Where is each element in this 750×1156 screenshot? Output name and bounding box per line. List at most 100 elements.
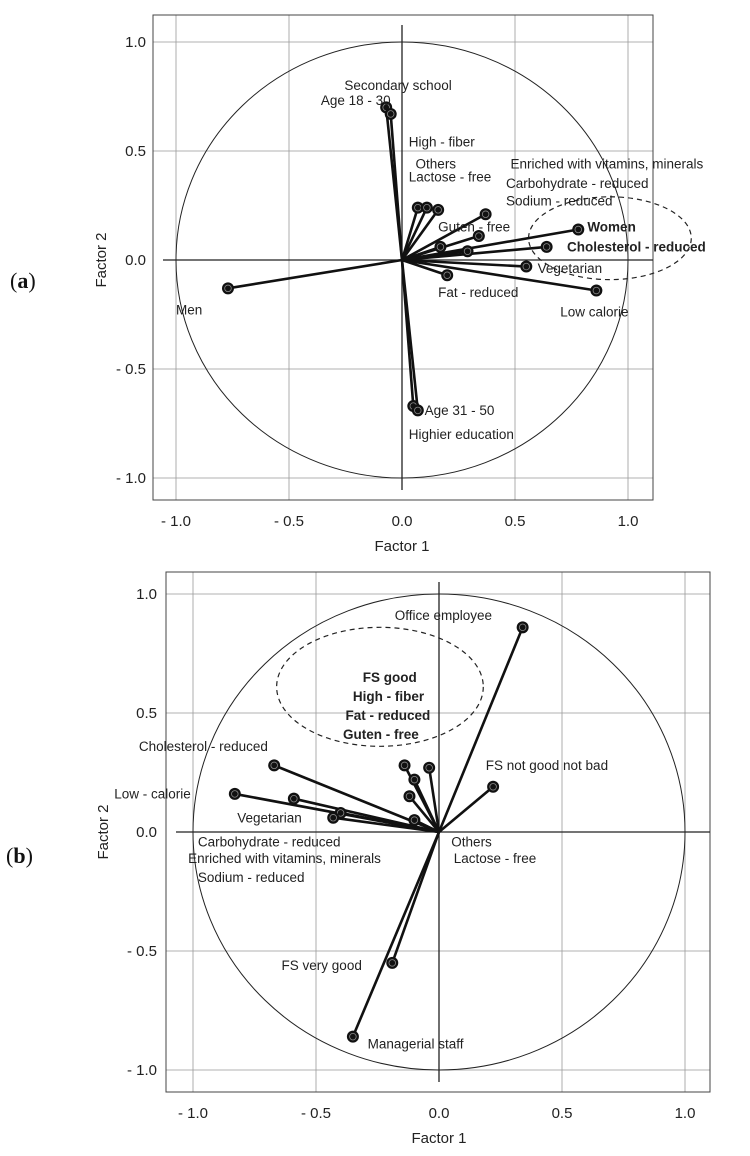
loading-point-ring xyxy=(290,794,298,803)
loading-point-ring xyxy=(388,959,396,967)
x-tick-label: - 1.0 xyxy=(178,1105,208,1122)
loading-vector xyxy=(389,113,404,261)
point-label: FS very good xyxy=(282,958,362,973)
loading-vector xyxy=(427,767,441,833)
loading-vector xyxy=(437,626,524,833)
loading-point xyxy=(520,260,533,273)
loading-point xyxy=(441,269,454,282)
loading-vector xyxy=(400,209,440,261)
loading-point-ring xyxy=(336,809,345,817)
loading-vector xyxy=(401,213,487,262)
x-tick-label: - 0.5 xyxy=(274,513,304,530)
y-axis-title: Factor 2 xyxy=(93,232,110,287)
loading-point-ring xyxy=(349,1032,357,1041)
loading-vector xyxy=(401,245,547,262)
x-tick-label: 0.5 xyxy=(505,513,526,530)
loading-point xyxy=(221,282,234,295)
loading-point xyxy=(432,203,445,216)
y-tick-label: - 1.0 xyxy=(127,1062,157,1079)
point-label: Vegetarian xyxy=(237,810,302,825)
loading-point-ring xyxy=(489,783,497,791)
point-label: Carbohydrate - reduced xyxy=(506,176,649,191)
loading-point xyxy=(516,621,529,634)
loading-point-ring xyxy=(542,243,551,251)
point-label: Enriched with vitamins, minerals xyxy=(510,156,703,171)
point-label: Managerial staff xyxy=(368,1037,464,1052)
point-label: FS good xyxy=(363,670,417,685)
point-label: High - fiber xyxy=(409,135,476,150)
loading-point xyxy=(287,792,300,805)
loading-vector xyxy=(351,831,441,1038)
point-label: Secondary school xyxy=(344,78,451,93)
plot-frame xyxy=(152,14,654,501)
y-tick-label: 0.5 xyxy=(125,143,146,160)
loading-point xyxy=(268,759,281,772)
chart-panel-b: (b) - 1.0 - 0.5 0.0 0.5 1.0 1.0 0.5 0.0 - 0.5 - 1.… xyxy=(6,571,711,1147)
loading-vector xyxy=(401,258,597,292)
loading-point-ring xyxy=(475,232,483,240)
loading-vector xyxy=(438,785,494,833)
loading-point xyxy=(408,814,421,827)
loading-point xyxy=(403,790,416,803)
point-label: Guten - free xyxy=(438,220,510,235)
loading-vector xyxy=(333,816,440,834)
loading-point-ring xyxy=(518,623,527,632)
point-label: Lactose - free xyxy=(409,170,492,185)
highlight-ellipse xyxy=(276,626,484,747)
point-label: Cholesterol - reduced xyxy=(139,739,268,754)
loading-point-ring xyxy=(592,286,601,295)
loading-point-ring xyxy=(434,206,442,214)
x-tick-label: 0.0 xyxy=(429,1105,450,1122)
panel-letter: (b) xyxy=(6,843,33,868)
x-tick-label: 1.0 xyxy=(675,1105,696,1122)
point-label: Fat - reduced xyxy=(438,285,518,300)
loading-vector xyxy=(401,258,448,277)
point-label: Lactose - free xyxy=(454,851,537,866)
loading-point xyxy=(228,787,241,800)
x-axis-title: Factor 1 xyxy=(411,1130,466,1147)
x-tick-label: - 1.0 xyxy=(161,513,191,530)
loading-point-ring xyxy=(410,775,419,784)
point-label: Vegetarian xyxy=(538,261,603,276)
point-label: Men xyxy=(176,303,202,318)
loading-point xyxy=(487,780,500,793)
point-label: Highier education xyxy=(409,427,514,442)
y-tick-label: 1.0 xyxy=(125,34,146,51)
loading-point-ring xyxy=(443,271,451,279)
unit-circle xyxy=(192,593,686,1071)
x-tick-label: - 0.5 xyxy=(301,1105,331,1122)
loading-point xyxy=(420,201,433,214)
loading-point xyxy=(386,956,399,969)
y-tick-label: - 0.5 xyxy=(116,361,146,378)
point-label: Age 18 - 30 xyxy=(321,93,391,108)
loading-vector xyxy=(400,259,420,411)
loading-point xyxy=(590,284,603,297)
loading-point xyxy=(423,761,436,774)
loading-point-ring xyxy=(436,243,445,251)
y-axis-title: Factor 2 xyxy=(95,804,112,859)
x-axis-title: Factor 1 xyxy=(374,538,429,555)
y-tick-label: 0.5 xyxy=(136,705,157,722)
point-label: Low - calorie xyxy=(114,787,191,802)
loading-point xyxy=(434,240,447,253)
loading-point xyxy=(572,223,585,236)
loading-vector xyxy=(401,228,579,262)
loading-vector xyxy=(408,795,441,833)
point-label: FS not good not bad xyxy=(486,758,608,773)
x-tick-label: 0.0 xyxy=(392,513,413,530)
loading-point-ring xyxy=(423,203,431,212)
loading-point xyxy=(461,245,474,258)
loading-point xyxy=(384,107,397,120)
loading-vector xyxy=(401,258,527,268)
y-tick-label: 0.0 xyxy=(136,824,157,841)
point-label: Sodium - reduced xyxy=(198,870,305,885)
point-label: Carbohydrate - reduced xyxy=(198,834,341,849)
loading-point-ring xyxy=(410,816,419,824)
y-tick-label: 1.0 xyxy=(136,586,157,603)
loading-point xyxy=(472,230,485,243)
point-label: Enriched with vitamins, minerals xyxy=(188,851,381,866)
loading-point xyxy=(540,240,553,253)
loading-vector xyxy=(400,207,420,261)
loading-point-ring xyxy=(231,790,239,798)
loading-point xyxy=(479,208,492,221)
